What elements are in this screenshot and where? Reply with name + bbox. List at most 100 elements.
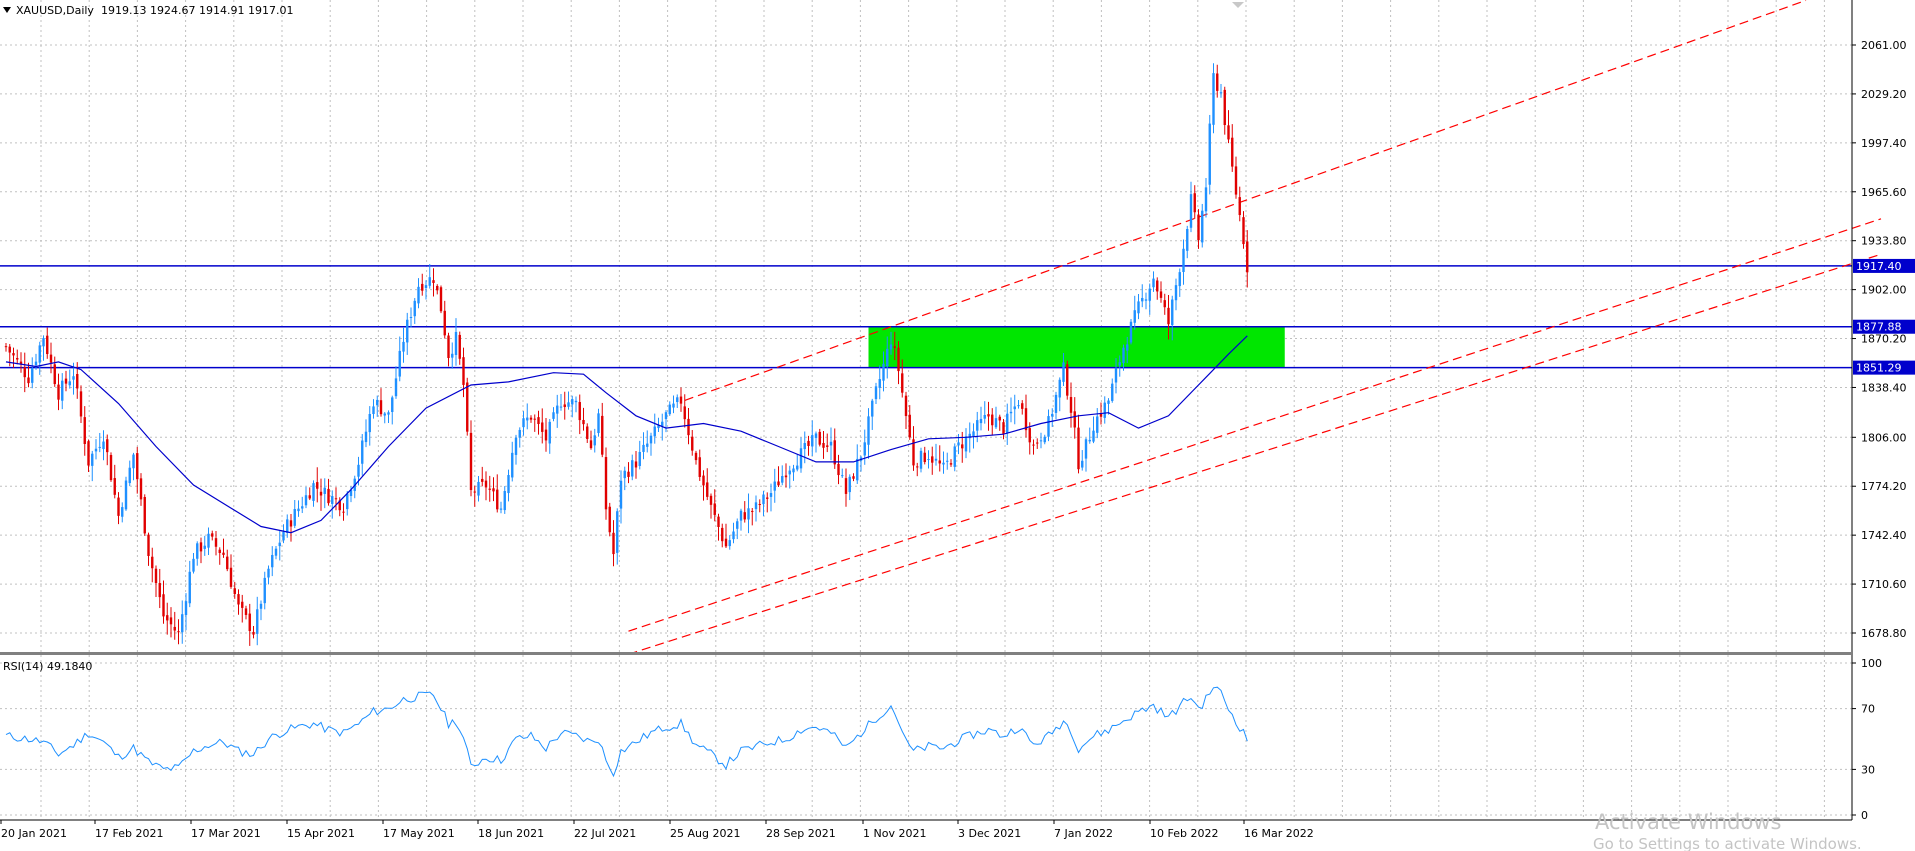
- candle-body: [1111, 383, 1114, 401]
- triangle-down-icon[interactable]: [3, 7, 11, 13]
- candle-body: [586, 426, 589, 439]
- candle-body: [207, 533, 210, 548]
- candle-body: [1227, 125, 1230, 140]
- candle-body: [274, 548, 278, 556]
- candle-body: [856, 458, 859, 481]
- candle-body: [1096, 416, 1099, 433]
- candle-body: [31, 368, 34, 383]
- candle-body: [1114, 368, 1118, 383]
- candle-body: [919, 450, 923, 469]
- candle-body: [229, 567, 233, 587]
- candle-body: [852, 476, 855, 479]
- candle-body: [1088, 439, 1091, 442]
- candle-body: [668, 404, 671, 415]
- candle-body: [897, 347, 900, 372]
- candle-body: [957, 442, 960, 446]
- price-tick-label: 1965.60: [1861, 186, 1907, 199]
- candle-body: [244, 608, 248, 615]
- ohlc-label: 1919.13 1924.67 1914.91 1917.01: [101, 4, 293, 17]
- candle-body: [1216, 73, 1219, 91]
- candle-body: [938, 460, 941, 464]
- candle-body: [1073, 411, 1076, 428]
- candle-body: [27, 377, 30, 384]
- candle-body: [79, 391, 83, 417]
- candle-body: [466, 382, 469, 432]
- candle-body: [784, 475, 788, 478]
- candle-body: [724, 538, 728, 547]
- watermark-subtitle: Go to Settings to activate Windows.: [1593, 835, 1862, 851]
- chart-shift-triangle-icon[interactable]: [1232, 2, 1244, 8]
- candle-body: [391, 397, 394, 413]
- candle-body: [286, 519, 289, 533]
- candle-body: [503, 490, 506, 511]
- candle-body: [1208, 123, 1211, 185]
- candle-body: [702, 475, 705, 486]
- candle-body: [1223, 89, 1226, 126]
- candle-body: [64, 378, 68, 384]
- candle-body: [289, 520, 293, 527]
- candle-body: [1107, 400, 1110, 404]
- candle-body: [1204, 187, 1208, 212]
- candle-body: [1159, 291, 1163, 298]
- candle-body: [814, 433, 818, 439]
- candle-body: [454, 331, 458, 355]
- candle-body: [1069, 397, 1073, 413]
- trendline[interactable]: [628, 253, 1882, 655]
- candle-body: [1036, 442, 1039, 444]
- time-tick-label: 17 Feb 2021: [95, 827, 163, 840]
- candle-body: [1144, 299, 1148, 301]
- candle-body: [308, 495, 311, 499]
- candle-body: [736, 521, 739, 529]
- candle-body: [803, 443, 806, 450]
- candle-body: [1186, 229, 1189, 251]
- candle-body: [496, 489, 499, 510]
- candle-body: [323, 487, 326, 494]
- candle-body: [931, 456, 934, 463]
- trendline[interactable]: [684, 0, 1807, 401]
- candle-body: [1028, 428, 1031, 443]
- candle-body: [1152, 278, 1155, 288]
- candle-body: [747, 508, 750, 520]
- candle-body: [676, 397, 679, 403]
- candle-body: [151, 556, 154, 569]
- candle-body: [1133, 310, 1136, 323]
- candle-body: [1201, 210, 1204, 243]
- candle-body: [799, 448, 803, 469]
- candle-body: [16, 358, 19, 360]
- candle-body: [563, 404, 566, 408]
- candle-body: [904, 395, 908, 417]
- candle-body: [1137, 301, 1140, 314]
- candle-body: [357, 464, 360, 477]
- price-tick-label: 2061.00: [1861, 39, 1907, 52]
- candle-body: [1039, 440, 1043, 442]
- price-tick-label: 1678.80: [1861, 627, 1907, 640]
- candle-body: [38, 345, 41, 363]
- candle-body: [889, 344, 893, 350]
- panel-separator[interactable]: [0, 652, 1852, 655]
- candle-body: [72, 376, 75, 380]
- candle-body: [477, 481, 480, 496]
- candle-body: [132, 454, 135, 469]
- candle-body: [878, 379, 881, 388]
- candle-body: [241, 601, 244, 608]
- candle-body: [1051, 413, 1054, 417]
- candle-body: [612, 532, 615, 555]
- price-tick-label: 1774.20: [1861, 480, 1907, 493]
- candle-body: [571, 399, 574, 405]
- trendline[interactable]: [628, 218, 1882, 632]
- candle-body: [338, 500, 341, 511]
- candle-body: [953, 446, 956, 467]
- candle-body: [443, 310, 446, 336]
- horizontal-levels: [0, 265, 1852, 369]
- time-tick-label: 16 Mar 2022: [1244, 827, 1314, 840]
- time-tick-label: 7 Jan 2022: [1054, 827, 1113, 840]
- time-tick-label: 3 Dec 2021: [958, 827, 1021, 840]
- rsi-tick-label: 30: [1861, 763, 1875, 776]
- level-price-label: 1917.40: [1856, 260, 1902, 273]
- candle-body: [792, 468, 795, 473]
- candle-body: [631, 460, 634, 477]
- candle-body: [222, 552, 225, 555]
